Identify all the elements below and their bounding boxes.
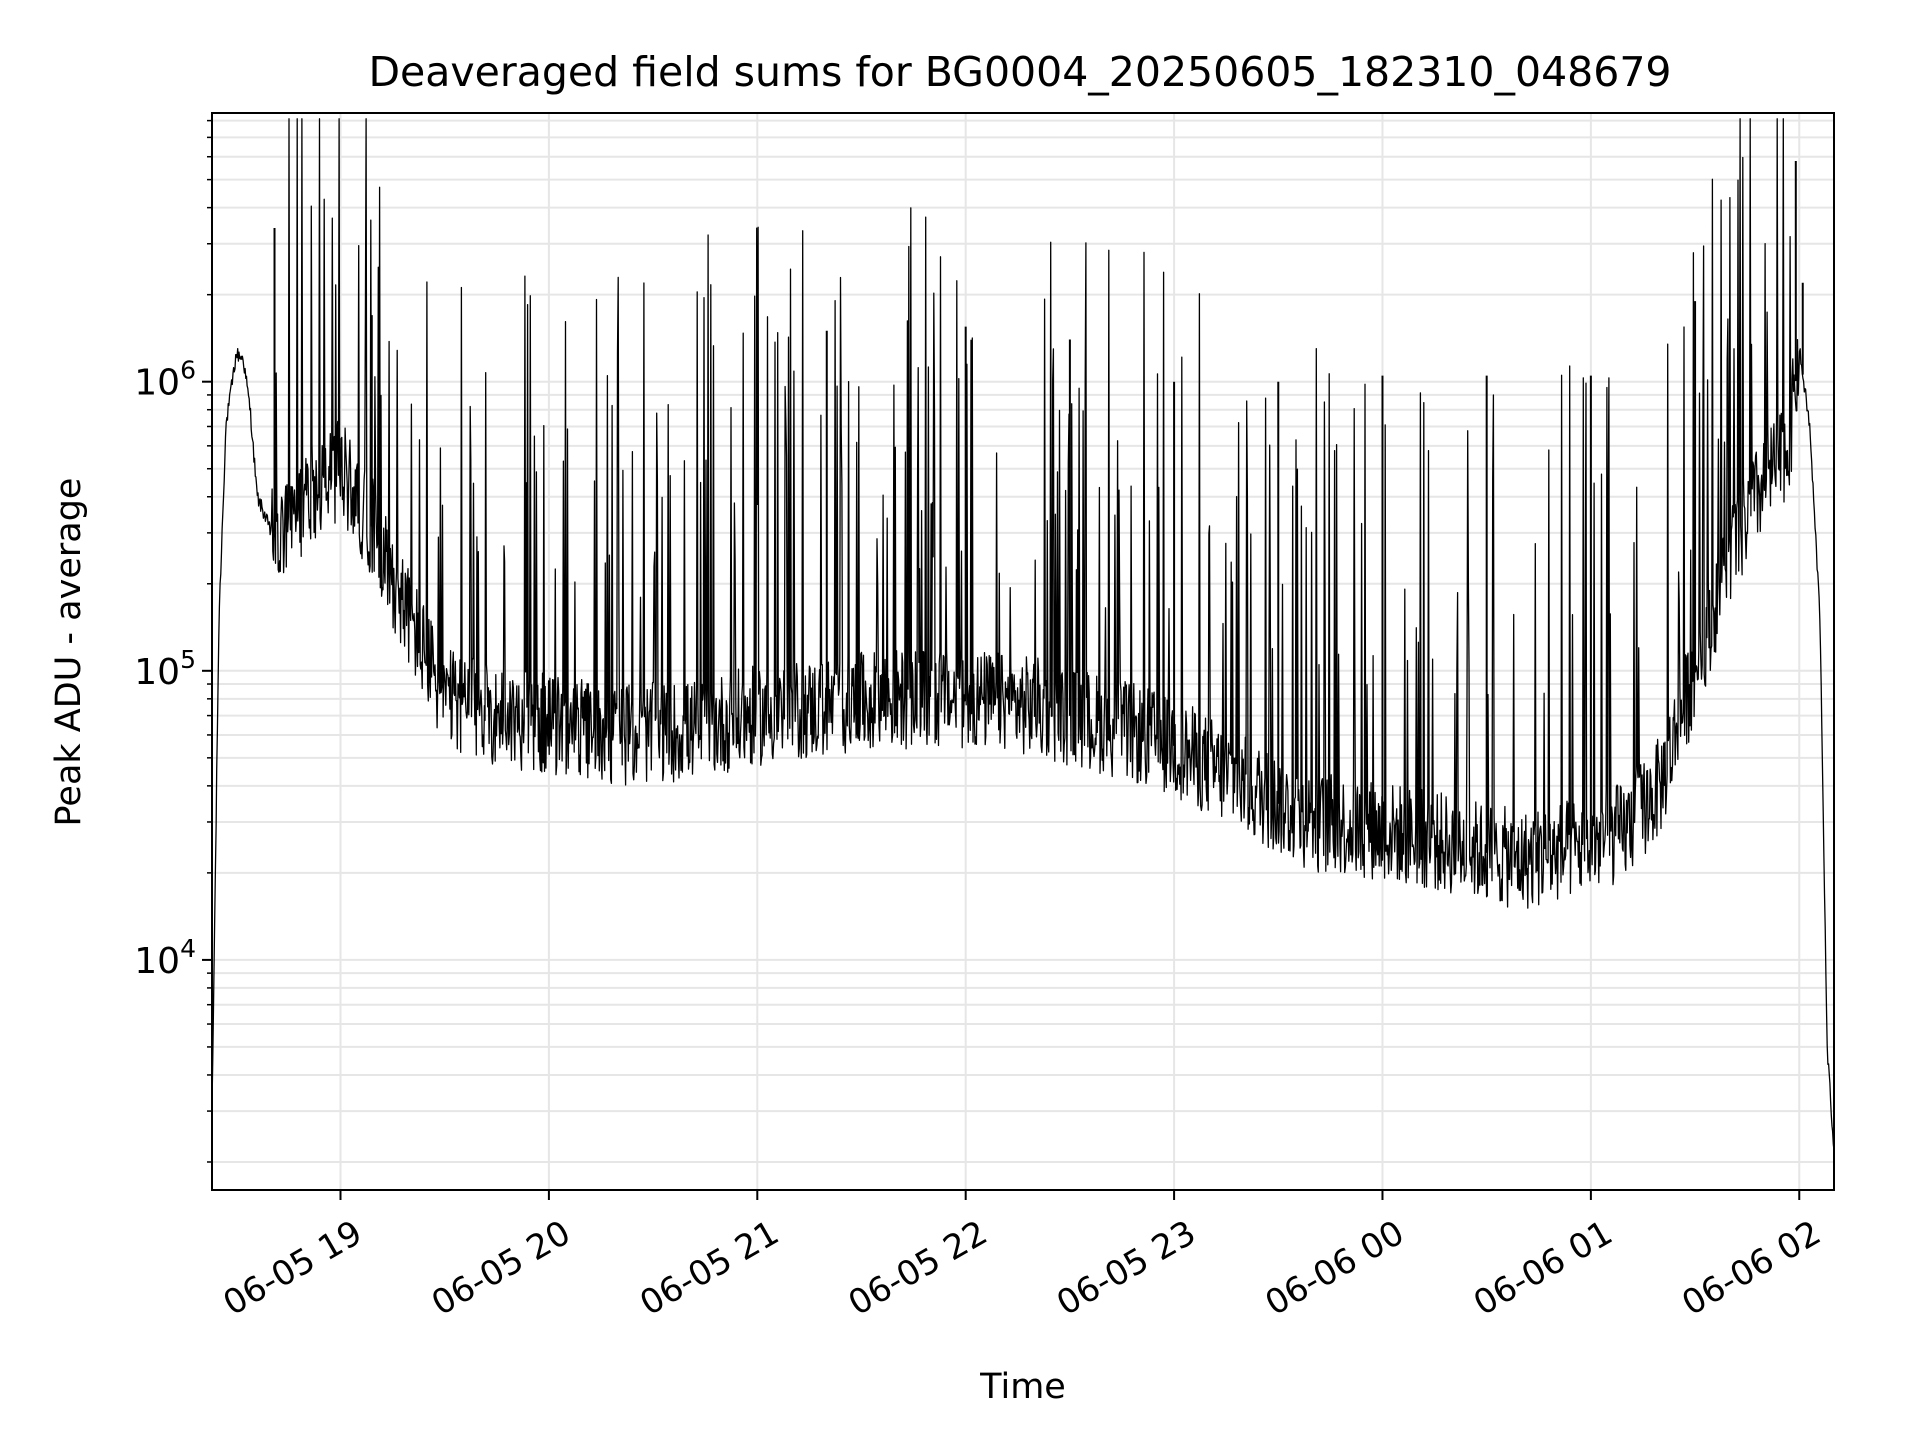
y-tick-label: 105 — [134, 645, 196, 693]
plot-frame — [211, 112, 1835, 1191]
y-ticks: 104 105 106 — [134, 119, 212, 1163]
y-tick-label: 104 — [134, 934, 196, 982]
series-group — [211, 118, 1835, 1151]
x-axis-label: Time — [979, 1367, 1066, 1407]
series-line — [211, 118, 1835, 1151]
y-tick-label: 106 — [134, 356, 196, 404]
chart-title: Deaveraged field sums for BG0004_2025060… — [368, 48, 1671, 96]
y-axis-label: Peak ADU - average — [49, 478, 89, 827]
grid — [212, 113, 1834, 1190]
